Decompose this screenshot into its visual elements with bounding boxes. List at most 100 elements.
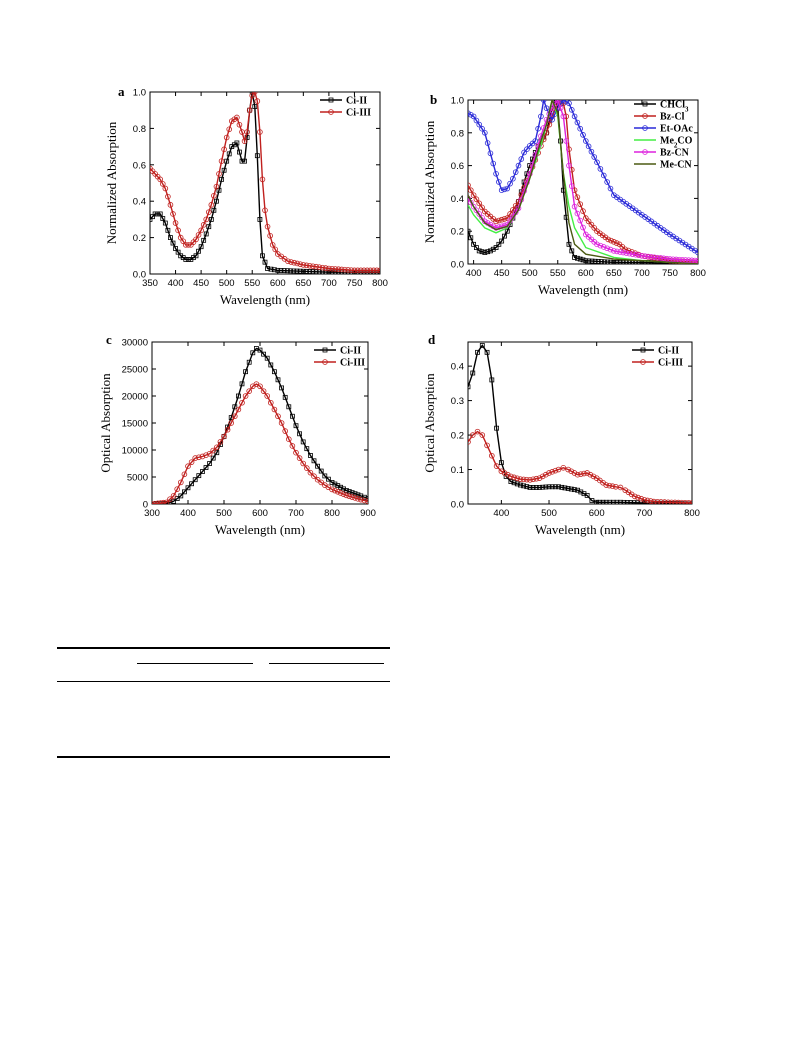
data-point-marker (170, 240, 176, 246)
data-point-marker (504, 221, 511, 228)
series-Me-CN (468, 100, 698, 264)
data-point-marker (322, 473, 328, 479)
legend-label: Ci-III (340, 358, 365, 369)
data-point-marker (640, 347, 646, 353)
data-point-marker (259, 176, 266, 183)
data-point-marker (517, 476, 524, 482)
data-point-marker (504, 185, 511, 192)
legend-entry: Ci-III (632, 358, 683, 369)
data-point-marker (370, 267, 377, 274)
data-point-marker (515, 162, 522, 169)
data-point-marker (685, 259, 692, 264)
data-point-marker (524, 171, 530, 177)
data-point-marker (224, 426, 231, 433)
plot-frame (467, 341, 693, 505)
data-point-marker (342, 266, 348, 273)
data-point-marker (367, 267, 374, 274)
data-point-marker (254, 98, 261, 104)
data-point-marker (617, 259, 623, 264)
data-point-marker (271, 369, 277, 375)
x-tick-label: 800 (372, 278, 388, 289)
x-tick-label: 400 (168, 278, 184, 289)
data-point-marker (175, 227, 181, 234)
data-point-marker (278, 420, 285, 426)
data-point-marker (600, 244, 607, 250)
data-point-marker (565, 466, 571, 473)
data-point-marker (296, 455, 303, 461)
data-point-marker (518, 482, 523, 488)
data-point-marker (470, 203, 477, 210)
data-point-marker (523, 476, 530, 483)
legend-label: Et-OAc (660, 124, 693, 135)
data-point-marker (282, 394, 288, 400)
data-point-marker (318, 479, 325, 486)
data-point-marker (530, 476, 536, 483)
data-point-marker (635, 252, 642, 259)
data-point-marker (165, 193, 171, 200)
data-point-marker (473, 117, 480, 124)
data-point-marker (473, 207, 480, 214)
data-point-marker (498, 468, 505, 475)
data-point-marker (556, 484, 561, 490)
data-point-marker (289, 443, 296, 449)
data-point-marker (695, 257, 698, 264)
data-point-marker (210, 447, 216, 454)
chart-b: 400 450 500 550 600 650 700 750 800 0.0 0.2 0.4 0.6 0… (422, 96, 706, 298)
data-point-marker (300, 439, 306, 445)
data-point-marker (574, 255, 580, 261)
data-point-marker (546, 484, 552, 490)
data-point-marker (591, 154, 598, 160)
data-point-marker (493, 171, 499, 177)
data-point-marker (304, 446, 310, 452)
data-point-marker (605, 236, 612, 243)
data-point-marker (246, 359, 252, 365)
data-point-marker (241, 138, 248, 144)
y-tick-label: 10000 (122, 446, 148, 457)
data-point-marker (651, 498, 657, 504)
data-point-marker (533, 475, 540, 482)
data-point-marker (314, 476, 321, 483)
data-point-marker (501, 186, 508, 193)
series-Et-OAc (468, 100, 698, 256)
data-point-marker (539, 473, 546, 480)
legend-entry: Ci-II (320, 96, 367, 107)
data-point-marker (242, 158, 247, 164)
legend-label: Me2CO (660, 136, 693, 150)
data-point-marker (326, 269, 332, 274)
legend-entry: Bz-CN (634, 148, 690, 159)
series-Bz-Cl (468, 100, 698, 264)
data-point-marker (689, 500, 692, 504)
data-point-marker (329, 265, 335, 272)
data-point-marker (504, 228, 510, 234)
data-point-marker (476, 200, 483, 207)
data-point-marker (468, 187, 474, 193)
data-point-marker (338, 266, 345, 273)
data-point-marker (626, 250, 633, 257)
data-point-marker (660, 255, 667, 262)
data-point-marker (607, 246, 614, 253)
data-point-marker (332, 269, 338, 274)
data-point-marker (508, 473, 514, 480)
data-point-marker (178, 479, 184, 486)
data-point-marker (294, 260, 301, 267)
legend-label: Ci-II (346, 96, 367, 107)
data-point-marker (235, 406, 242, 413)
data-point-marker (470, 192, 477, 198)
y-tick-label: 0.2 (451, 431, 464, 442)
data-point-marker (196, 248, 201, 254)
legend-label: CHCl3 (660, 100, 689, 114)
data-point-marker (620, 249, 627, 256)
data-point-marker (563, 100, 569, 105)
data-point-marker (557, 105, 564, 112)
data-point-marker (498, 223, 505, 230)
data-point-marker (251, 92, 258, 95)
data-point-marker (537, 485, 542, 490)
data-point-marker (334, 488, 341, 495)
plot-frame (151, 341, 369, 505)
data-point-marker (603, 499, 609, 504)
data-point-marker (562, 485, 568, 491)
series-line (468, 100, 698, 262)
data-point-marker (624, 500, 630, 504)
x-tick-label: 550 (244, 278, 260, 289)
data-point-marker (307, 269, 313, 274)
